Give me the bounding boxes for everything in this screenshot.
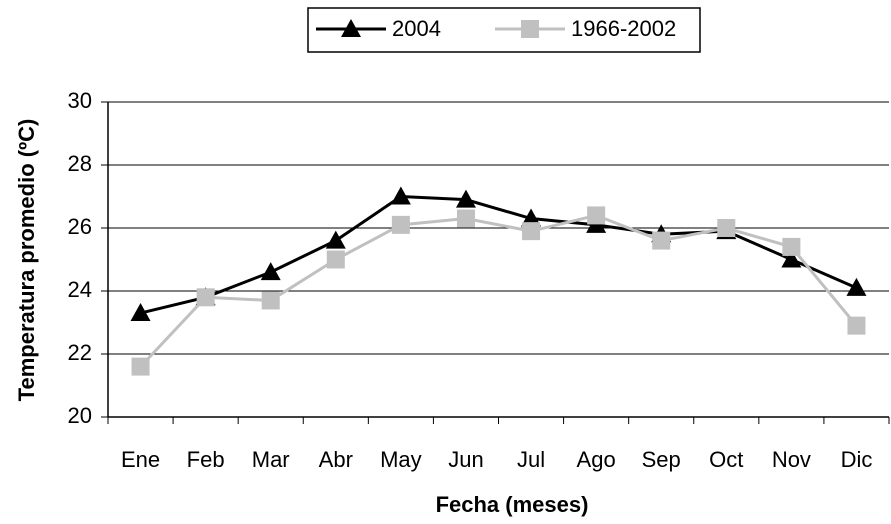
x-tick-label: Jul bbox=[517, 447, 545, 472]
point bbox=[131, 357, 150, 376]
point bbox=[522, 222, 541, 241]
point bbox=[652, 231, 671, 250]
y-axis-title: Temperatura promedio (ºC) bbox=[14, 119, 39, 402]
point bbox=[455, 189, 476, 208]
x-tick-label: May bbox=[380, 447, 422, 472]
legend-label: 1966-2002 bbox=[571, 16, 676, 41]
point bbox=[717, 219, 736, 237]
point bbox=[781, 249, 802, 268]
y-tick-label: 26 bbox=[68, 214, 92, 239]
x-tick-label: Ago bbox=[577, 447, 616, 472]
y-tick-label: 24 bbox=[68, 277, 92, 302]
point bbox=[782, 237, 801, 256]
point bbox=[390, 186, 411, 205]
series-line bbox=[140, 194, 858, 315]
point bbox=[521, 208, 542, 227]
point bbox=[587, 206, 606, 225]
point bbox=[325, 230, 346, 249]
x-tick-label: Jun bbox=[448, 447, 483, 472]
x-tick-label: Ene bbox=[121, 447, 160, 472]
legend-marker bbox=[521, 20, 539, 38]
point bbox=[260, 262, 281, 281]
point bbox=[391, 215, 410, 234]
x-tick-label: Abr bbox=[319, 447, 353, 472]
legend-label: 2004 bbox=[392, 16, 441, 41]
x-tick-label: Mar bbox=[252, 447, 290, 472]
x-tick-label: Nov bbox=[772, 447, 811, 472]
point bbox=[326, 250, 345, 269]
point bbox=[846, 277, 867, 296]
series-line bbox=[139, 213, 858, 368]
point bbox=[456, 209, 475, 228]
x-tick-label: Dic bbox=[841, 447, 873, 472]
point bbox=[196, 288, 215, 307]
y-tick-label: 30 bbox=[68, 88, 92, 113]
point bbox=[847, 316, 866, 335]
x-tick-label: Sep bbox=[642, 447, 681, 472]
y-tick-label: 28 bbox=[68, 151, 92, 176]
point bbox=[261, 291, 280, 310]
y-tick-label: 20 bbox=[68, 403, 92, 428]
legend-marker bbox=[341, 19, 361, 37]
point bbox=[130, 303, 151, 322]
x-tick-label: Oct bbox=[709, 447, 743, 472]
y-tick-label: 22 bbox=[68, 340, 92, 365]
x-axis-title: Fecha (meses) bbox=[436, 492, 589, 517]
x-tick-label: Feb bbox=[187, 447, 225, 472]
